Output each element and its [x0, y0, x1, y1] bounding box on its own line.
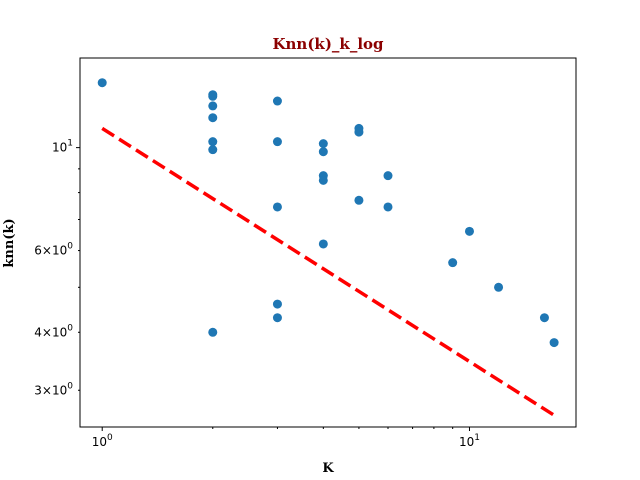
data-point [208, 113, 218, 123]
y-tick-label: 101 [52, 139, 73, 155]
data-point [272, 96, 282, 106]
data-point [97, 78, 107, 88]
data-point [208, 91, 218, 101]
plot-area [97, 78, 559, 417]
data-point [494, 282, 504, 292]
data-point [464, 226, 474, 236]
data-point [354, 127, 364, 137]
fit-line [101, 126, 556, 417]
data-point [272, 313, 282, 323]
data-point [318, 139, 328, 149]
y-tick-label: 3×100 [34, 381, 73, 397]
chart-title: Knn(k)_k_log [272, 35, 384, 53]
data-point [318, 239, 328, 249]
data-point [208, 327, 218, 337]
data-point [383, 202, 393, 212]
data-point [272, 299, 282, 309]
data-point [383, 171, 393, 181]
y-tick-label: 4×100 [34, 323, 73, 339]
data-point [549, 338, 559, 348]
x-tick-label: 100 [92, 433, 113, 449]
data-point [272, 202, 282, 212]
data-point [448, 258, 458, 268]
data-point [318, 147, 328, 157]
y-axis-label: knn(k) [2, 218, 17, 267]
data-point [208, 101, 218, 111]
plot-frame [79, 57, 577, 428]
data-point [354, 195, 364, 205]
x-axis: 100 101 [92, 427, 480, 449]
data-point [208, 145, 218, 155]
data-point [539, 313, 549, 323]
data-point [272, 137, 282, 147]
y-axis: 3×100 4×100 6×100 101 [34, 139, 80, 397]
data-point [208, 137, 218, 147]
x-axis-label: K [322, 461, 334, 476]
y-tick-label: 6×100 [34, 242, 73, 258]
x-tick-label: 101 [459, 433, 480, 449]
data-point [318, 175, 328, 185]
